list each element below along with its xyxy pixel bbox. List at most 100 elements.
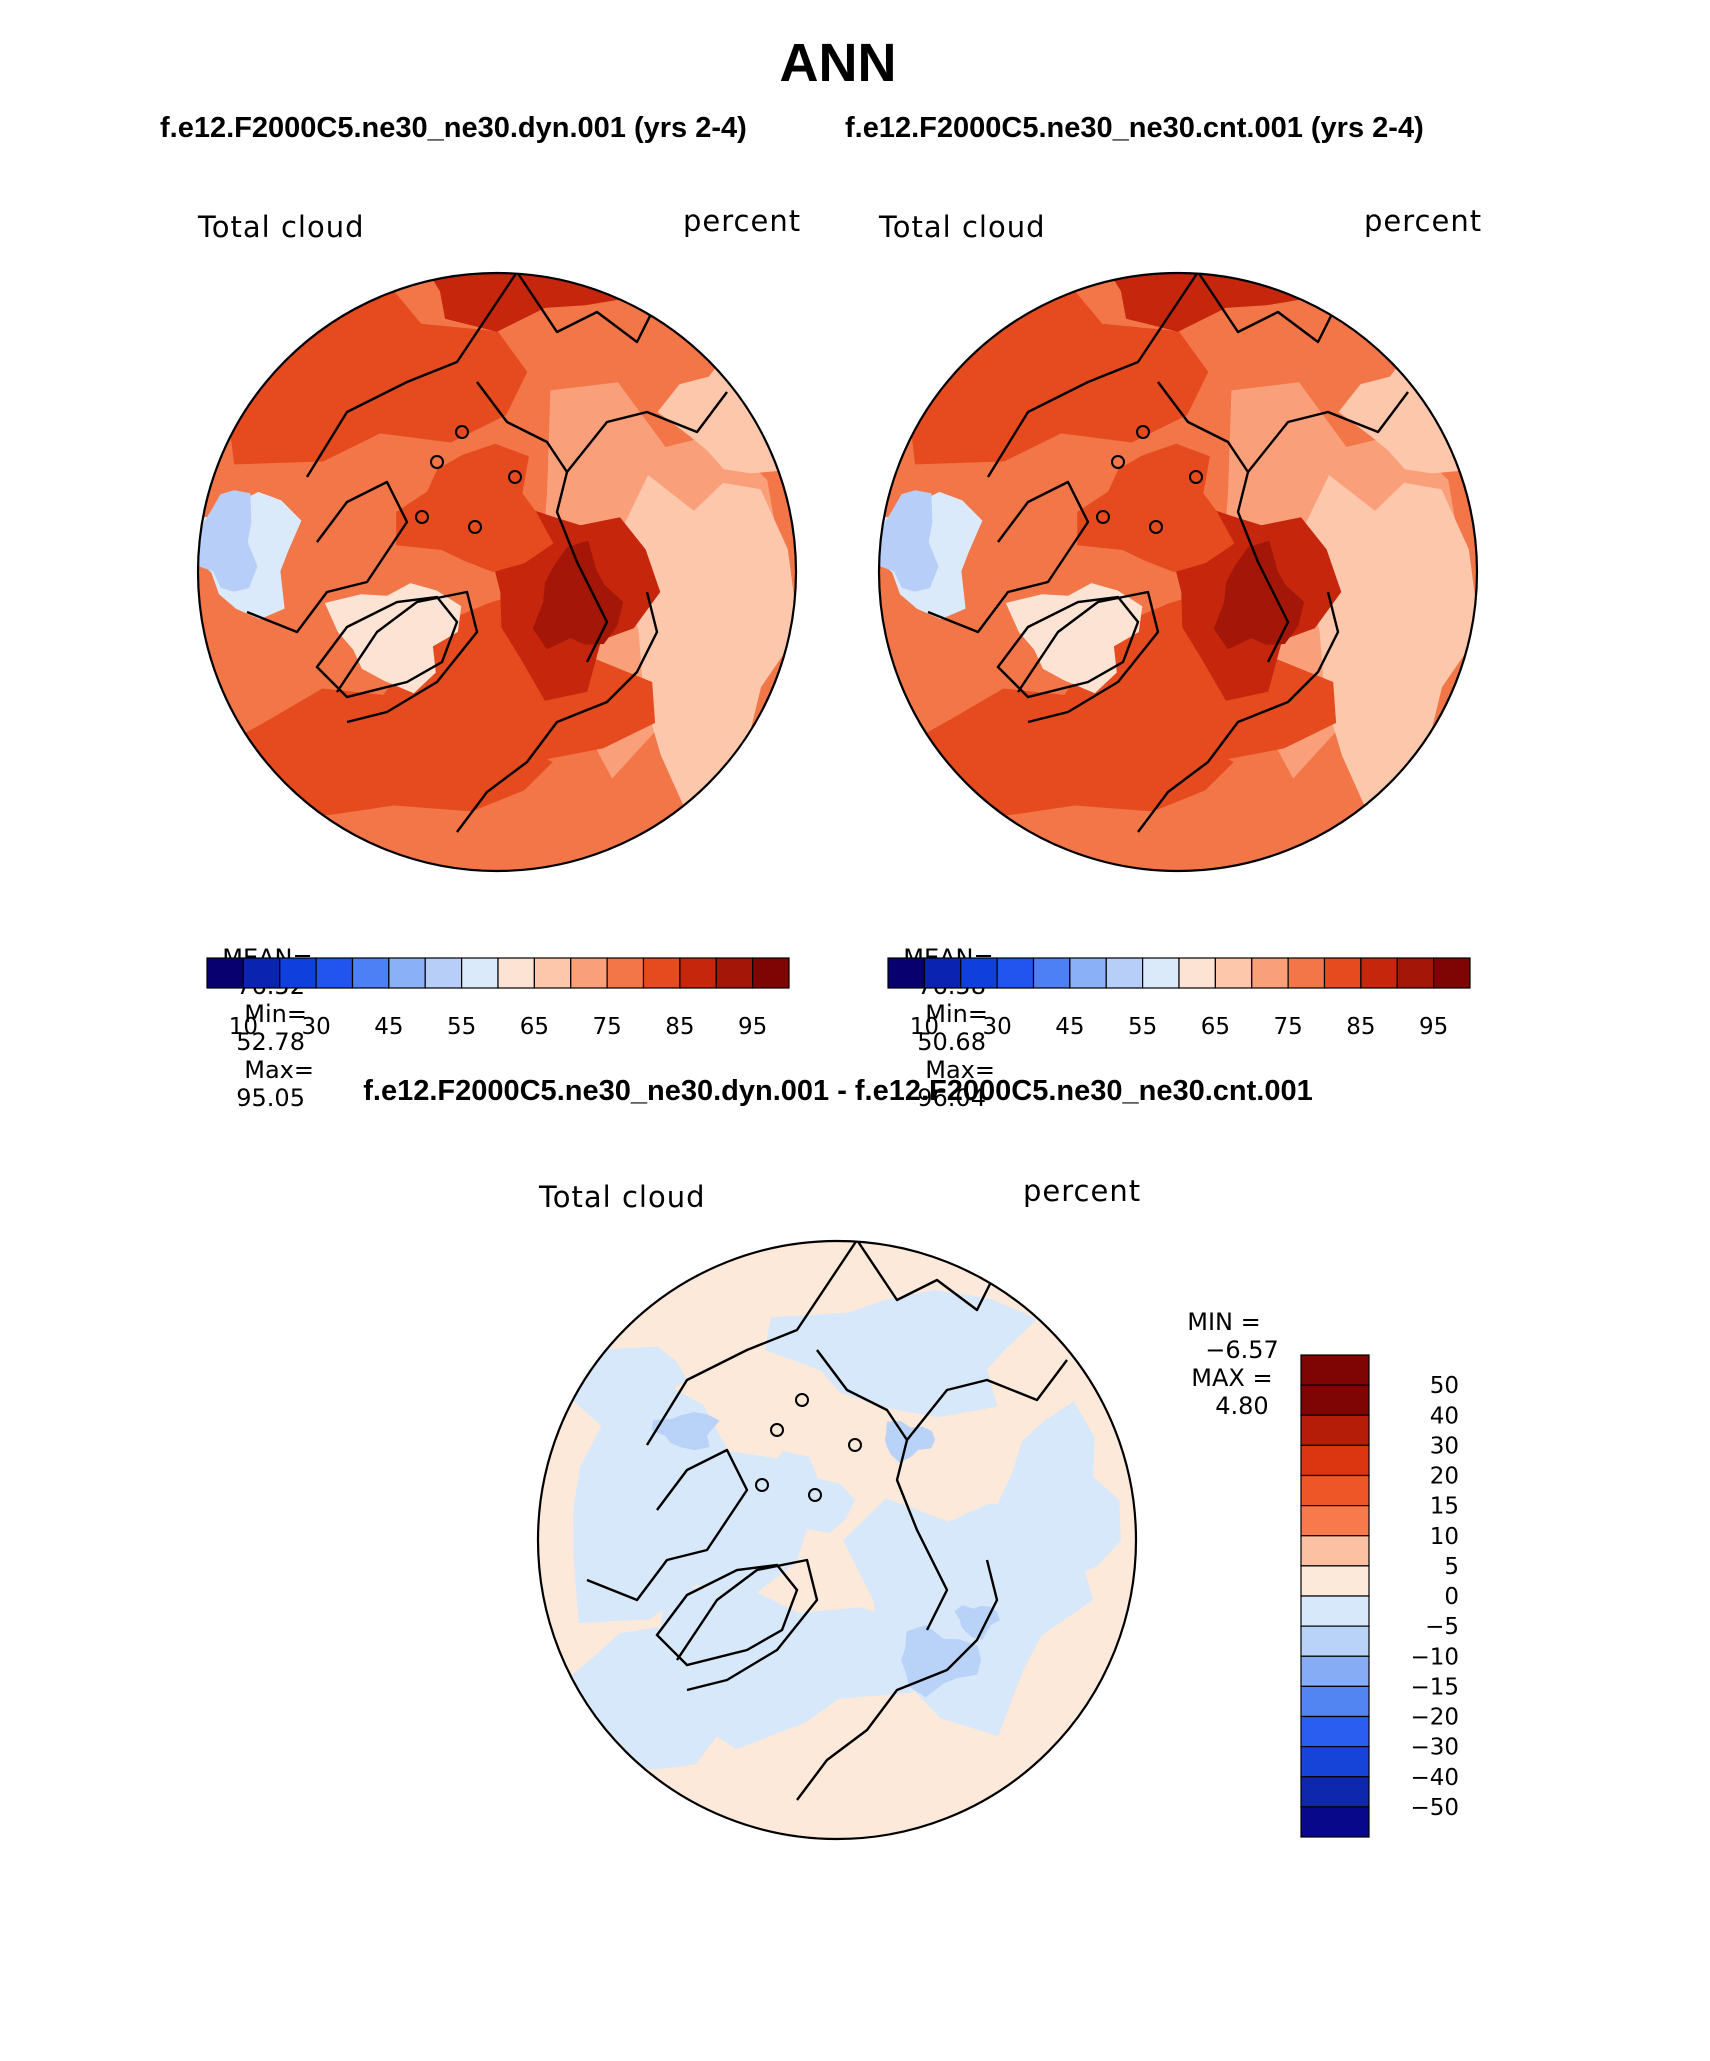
left-min-value: 52.78 bbox=[236, 1028, 305, 1056]
colorbar-tick-label: 10 bbox=[229, 1014, 258, 1040]
colorbar-box bbox=[923, 957, 962, 989]
island-2 bbox=[430, 455, 444, 469]
colorbar-tick-label: −30 bbox=[1410, 1735, 1459, 1761]
island-4 bbox=[455, 425, 469, 439]
colorbar-box bbox=[1360, 957, 1398, 989]
colorbar-box bbox=[1300, 1505, 1370, 1537]
diff-max-label: MAX = bbox=[1191, 1364, 1273, 1392]
colorbar-box bbox=[752, 957, 790, 989]
right-colorbar: 10 30 45 55 65 75 85 95 bbox=[887, 957, 1471, 1040]
colorbar-tick-label: 10 bbox=[910, 1014, 939, 1040]
diff-max-value: 4.80 bbox=[1215, 1392, 1269, 1420]
colorbar-box bbox=[279, 957, 317, 989]
colorbar-tick-label: −10 bbox=[1410, 1644, 1459, 1670]
coastline-3 bbox=[336, 590, 479, 724]
colorbar-tick-label: 5 bbox=[1444, 1554, 1459, 1580]
coastline-4 bbox=[456, 591, 659, 833]
cloud-diff-region bbox=[984, 1401, 1121, 1578]
colorbar-box bbox=[570, 957, 608, 989]
colorbar-tick-label: −20 bbox=[1410, 1705, 1459, 1731]
coastline-6 bbox=[566, 391, 728, 473]
island-2 bbox=[1111, 455, 1125, 469]
coastline-3 bbox=[676, 1558, 819, 1692]
colorbar-box bbox=[388, 957, 426, 989]
cloud-field-region bbox=[879, 490, 939, 592]
colorbar-box bbox=[1300, 1655, 1370, 1687]
colorbar-box bbox=[1300, 1625, 1370, 1657]
left-run-title: f.e12.F2000C5.ne30_ne30.dyn.001 (yrs 2-4… bbox=[160, 112, 747, 144]
colorbar-tick-label: 55 bbox=[447, 1014, 476, 1040]
cloud-field-region bbox=[428, 273, 649, 332]
coastline-5 bbox=[856, 1241, 999, 1312]
colorbar-tick-label: 30 bbox=[1430, 1433, 1459, 1459]
coastline-0 bbox=[305, 273, 518, 478]
coastline-1 bbox=[476, 381, 609, 663]
colorbar-box bbox=[1032, 957, 1071, 989]
right-variable-label: Total cloud bbox=[879, 210, 1046, 244]
map-border bbox=[196, 271, 798, 873]
island-4 bbox=[1136, 425, 1150, 439]
cloud-field-region bbox=[616, 475, 796, 843]
colorbar-tick-label: 85 bbox=[665, 1014, 694, 1040]
difference-title: f.e12.F2000C5.ne30_ne30.dyn.001 - f.e12.… bbox=[363, 1075, 1313, 1107]
coastline-0 bbox=[645, 1241, 858, 1446]
colorbar-box bbox=[206, 957, 244, 989]
cloud-field-region bbox=[1005, 583, 1143, 694]
colorbar-tick-label: 95 bbox=[738, 1014, 767, 1040]
left-max-value: 95.05 bbox=[236, 1084, 305, 1112]
cloud-field-region bbox=[396, 443, 554, 573]
diff-variable-label: Total cloud bbox=[539, 1180, 706, 1214]
colorbar-box bbox=[996, 957, 1035, 989]
coastline-4 bbox=[1137, 591, 1340, 833]
colorbar-box bbox=[1300, 1414, 1370, 1446]
left-variable-label: Total cloud bbox=[198, 210, 365, 244]
cloud-field-region bbox=[1109, 273, 1330, 332]
cloud-field-region bbox=[1077, 443, 1235, 573]
colorbar-tick-label: −5 bbox=[1425, 1614, 1459, 1640]
colorbar-tick-label: −50 bbox=[1410, 1795, 1459, 1821]
cloud-diff-region bbox=[885, 1421, 935, 1463]
colorbar-box bbox=[715, 957, 754, 989]
cloud-diff-region bbox=[954, 1605, 1000, 1640]
colorbar-box bbox=[1300, 1746, 1370, 1778]
colorbar-tick-label: 40 bbox=[1430, 1403, 1459, 1429]
coastline-1 bbox=[1157, 381, 1290, 663]
cloud-field-region bbox=[1297, 475, 1477, 843]
island-1 bbox=[508, 470, 522, 484]
coastline-1 bbox=[816, 1349, 949, 1631]
colorbar-box bbox=[960, 957, 998, 989]
colorbar-tick-label: 0 bbox=[1444, 1584, 1459, 1610]
cloud-field-region bbox=[324, 583, 462, 694]
colorbar-tick-label: 55 bbox=[1128, 1014, 1157, 1040]
colorbar-box bbox=[461, 957, 499, 989]
colorbar-box bbox=[887, 957, 925, 989]
island-3 bbox=[755, 1478, 769, 1492]
colorbar-box bbox=[1300, 1595, 1370, 1627]
left-units-label: percent bbox=[683, 204, 802, 238]
right-polar-map bbox=[877, 271, 1479, 873]
colorbar-box bbox=[1396, 957, 1435, 989]
coastline-2 bbox=[586, 1448, 749, 1602]
cloud-diff-region bbox=[654, 1586, 934, 1750]
colorbar-box bbox=[1142, 957, 1180, 989]
colorbar-tick-label: 65 bbox=[520, 1014, 549, 1040]
colorbar-box bbox=[497, 957, 535, 989]
coastline-5 bbox=[1197, 273, 1340, 344]
diff-stats: MIN = −6.57 MAX = 4.80 bbox=[1172, 1280, 1279, 1420]
colorbar-box bbox=[424, 957, 463, 989]
island-3 bbox=[415, 510, 429, 524]
right-min-label: Min= bbox=[925, 1000, 988, 1028]
diff-min-value: −6.57 bbox=[1205, 1336, 1279, 1364]
cloud-field-region bbox=[1213, 540, 1305, 650]
right-run-title: f.e12.F2000C5.ne30_ne30.cnt.001 (yrs 2-4… bbox=[845, 112, 1424, 144]
colorbar-tick-label: 50 bbox=[1430, 1373, 1459, 1399]
island-0 bbox=[808, 1488, 822, 1502]
coastline-4 bbox=[796, 1559, 999, 1801]
left-min-label: Min= bbox=[244, 1000, 307, 1028]
colorbar-box bbox=[242, 957, 281, 989]
colorbar-box bbox=[1300, 1474, 1370, 1507]
coastline-greenland bbox=[315, 595, 459, 699]
coastline-3 bbox=[1017, 590, 1160, 724]
colorbar-tick-label: −15 bbox=[1410, 1674, 1459, 1700]
